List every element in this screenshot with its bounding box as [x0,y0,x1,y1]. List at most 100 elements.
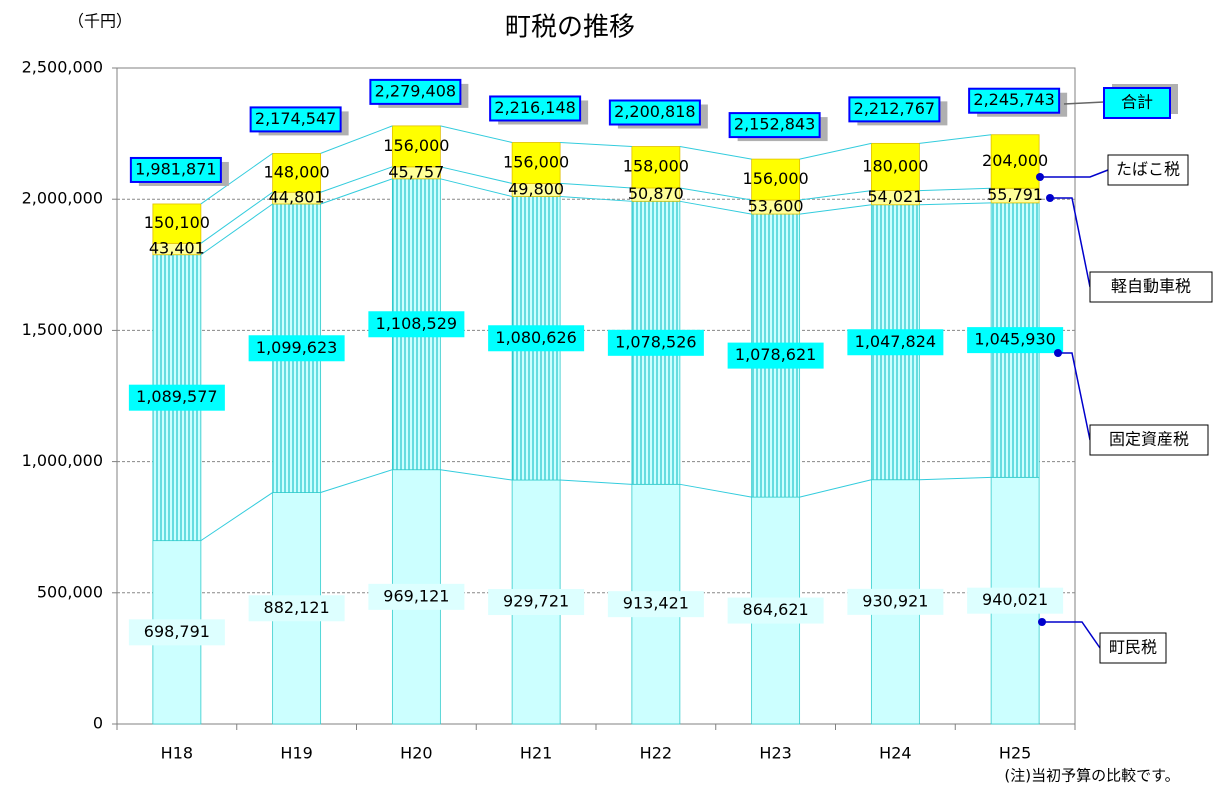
y-tick-label: 500,000 [37,582,103,601]
legend-box [1089,271,1213,303]
value-label: 49,800 [508,179,564,198]
value-label: 698,791 [144,622,210,641]
total-box [369,78,462,105]
value-label: 1,108,529 [376,314,457,333]
total-label: 2,174,547 [255,109,336,128]
total-label: 2,212,767 [854,99,935,118]
connector-line [440,178,513,197]
connector-line [679,200,752,215]
connector-line [799,479,872,498]
connector-line [560,479,632,485]
label-box [967,327,1064,354]
total-label: 2,200,818 [614,102,695,121]
connector-line [560,141,632,148]
legend-box [1107,154,1189,186]
bar-segment [272,152,322,193]
label-box [248,595,345,622]
total-box [489,95,582,122]
connector-line [200,191,273,244]
legend-leader [1050,197,1091,288]
x-tick-label: H22 [640,744,672,763]
label-box [727,342,824,369]
chart-title: 町税の推移 [505,13,635,43]
value-label: 156,000 [743,169,809,188]
value-label: 1,047,824 [855,332,936,351]
value-label: 913,421 [623,594,689,613]
legend-label: 固定資産税 [1109,430,1189,449]
note: (注)当初予算の比較です。 [1004,767,1179,785]
label-box [128,384,225,411]
value-label: 55,791 [987,185,1043,204]
total-label: 2,216,148 [494,98,575,117]
label-box [488,325,585,352]
total-box [129,156,222,183]
y-tick-label: 2,000,000 [22,189,103,208]
value-label: 156,000 [383,136,449,155]
x-tick-label: H24 [879,744,911,763]
value-label: 158,000 [623,157,689,176]
connector-line [320,125,393,154]
legend-dot [1038,618,1046,626]
total-label: 2,245,743 [973,90,1054,109]
connector-line [320,178,393,205]
value-label: 1,089,577 [136,387,217,406]
value-label: 148,000 [264,162,330,181]
value-label: 50,870 [628,184,684,203]
value-label: 54,021 [867,187,923,206]
legend-dot [1046,194,1054,202]
x-tick-label: H19 [280,744,312,763]
legend-leader [1063,101,1105,105]
label-box [607,591,704,618]
bar-segment [751,158,801,201]
bar-segment [511,142,561,184]
x-tick-label: H20 [400,744,432,763]
connector-line [679,483,752,498]
y-tick-label: 0 [93,714,103,733]
value-label: 882,121 [264,598,330,617]
value-label: 1,078,621 [735,345,816,364]
bar-segment [152,203,202,244]
connector-line [560,195,632,202]
connector-line [200,492,273,542]
legend-box [1103,87,1171,119]
connector-line [679,187,752,201]
connector-line [440,166,513,184]
value-label: 180,000 [862,156,928,175]
value-label: 43,401 [149,239,205,258]
x-tick-label: H25 [999,744,1031,763]
value-label: 150,100 [144,213,210,232]
connector-line [440,469,513,481]
legend-leader [1040,169,1109,178]
legend-dot [1054,349,1062,357]
total-label: 1,981,871 [135,159,216,178]
bar-segment [631,146,681,189]
connector-line [799,190,872,201]
connector-line [679,146,752,160]
connector-line [320,469,393,494]
legend-leader [1042,621,1101,649]
connector-line [919,134,992,144]
value-label: 864,621 [743,600,809,619]
connector-line [799,204,872,215]
connector-line [799,142,872,160]
connector-line [200,203,273,256]
legend-label: 町民税 [1109,638,1157,657]
value-label: 1,078,526 [615,332,696,351]
connector-line [200,152,273,205]
value-label: 929,721 [503,592,569,611]
value-label: 1,045,930 [974,330,1055,349]
label-box [847,329,944,356]
label-box [727,597,824,624]
unit-label: （千円） [68,12,132,31]
label-box [488,589,585,616]
value-label: 1,099,623 [256,338,337,357]
legend-dot [1036,173,1044,181]
value-label: 204,000 [982,151,1048,170]
legend-box [1089,424,1209,456]
label-box [128,619,225,646]
bar-segment [391,125,441,168]
y-tick-label: 1,500,000 [22,320,103,339]
connector-line [919,202,992,206]
connector-line [440,125,513,143]
